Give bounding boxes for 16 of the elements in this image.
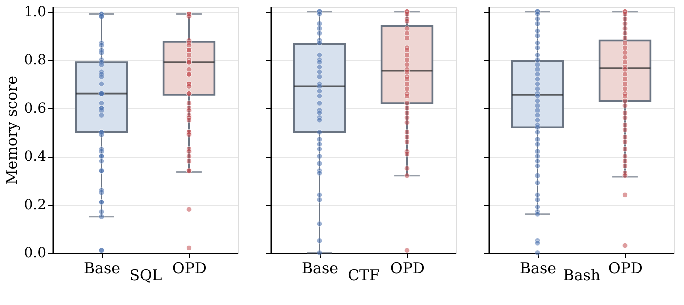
x-axis-title: Bash (563, 266, 601, 284)
y-tick-label: 1.0 (24, 4, 46, 20)
y-tick-label: 0.6 (24, 100, 47, 117)
x-tick-label: Base (520, 260, 557, 278)
x-tick-label: OPD (172, 260, 207, 278)
x-tick-label: Base (84, 260, 121, 278)
x-tick-label: OPD (390, 260, 425, 278)
x-axis-title: CTF (348, 266, 380, 284)
y-tick-label: 0.2 (24, 197, 46, 214)
x-tick-label: OPD (608, 260, 643, 278)
y-tick-label: 0.0 (24, 246, 46, 262)
y-axis-title: Memory score (3, 76, 22, 186)
y-tick-label: 0.4 (24, 149, 47, 166)
x-tick-label: Base (302, 260, 339, 278)
y-tick-label: 0.8 (24, 52, 46, 69)
x-axis-title: SQL (130, 266, 162, 284)
